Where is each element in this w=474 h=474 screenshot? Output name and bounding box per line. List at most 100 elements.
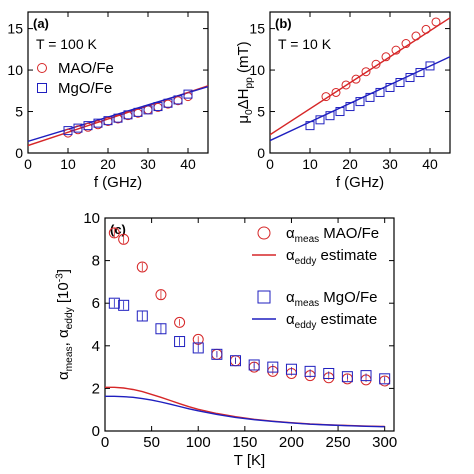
y-axis-label-part: pp xyxy=(244,77,255,89)
data-point xyxy=(174,316,186,328)
data-point xyxy=(405,73,415,83)
legend-label: αeddy estimate xyxy=(286,311,377,331)
y-tick-label: 15 xyxy=(249,21,265,37)
y-axis-label-part: ΔH xyxy=(235,88,252,109)
data-point xyxy=(345,102,355,112)
y-tick-label: 10 xyxy=(7,62,23,78)
data-point xyxy=(155,289,167,301)
y-tick-label: 10 xyxy=(83,210,100,227)
data-point xyxy=(304,365,316,377)
data-point xyxy=(371,59,381,69)
data-point xyxy=(73,123,83,133)
y-axis-label-part: μ xyxy=(235,115,252,124)
legend-subscript: eddy xyxy=(295,256,317,267)
data-point xyxy=(108,297,120,309)
x-axis-label: f (GHz) xyxy=(336,174,384,191)
data-point xyxy=(411,31,421,41)
legend: MAO/Fe MgO/Fe xyxy=(37,60,114,97)
x-tick-label: 200 xyxy=(279,434,304,451)
legend-text: estimate xyxy=(316,311,377,328)
data-point xyxy=(108,227,120,239)
data-point xyxy=(211,348,223,360)
data-point xyxy=(425,61,435,71)
data-point xyxy=(83,121,93,131)
legend-symbol: α xyxy=(286,247,295,264)
legend-subscript: eddy xyxy=(295,320,317,331)
panel-label: (b) xyxy=(275,16,292,31)
plot-frame xyxy=(104,217,395,432)
data-point xyxy=(355,97,365,107)
y-axis-label-part: eddy xyxy=(64,306,75,329)
x-tick-label: 30 xyxy=(382,156,398,172)
panel-label: (a) xyxy=(33,16,49,31)
y-axis-label-part: , α xyxy=(55,329,72,346)
panel-annotation: T = 10 K xyxy=(278,36,332,52)
legend-marker xyxy=(257,290,271,304)
y-axis-label-part: ] xyxy=(55,269,72,273)
x-tick-label: 0 xyxy=(24,156,32,172)
data-point xyxy=(431,17,441,27)
x-tick-label: 40 xyxy=(180,156,196,172)
data-point xyxy=(391,45,401,55)
legend-subscript: meas xyxy=(295,234,319,245)
legend-text: estimate xyxy=(316,247,377,264)
data-point xyxy=(103,116,113,126)
data-point xyxy=(315,115,325,125)
x-tick-label: 250 xyxy=(326,434,351,451)
x-tick-label: 50 xyxy=(143,434,160,451)
data-point xyxy=(143,105,153,115)
legend-label: αmeas MAO/Fe xyxy=(286,225,379,245)
y-axis-label-part: α xyxy=(55,371,72,380)
data-point xyxy=(155,323,167,335)
fit-line xyxy=(270,56,450,142)
data-point xyxy=(173,95,183,105)
y-tick-label: 15 xyxy=(7,21,23,37)
y-tick-label: 6 xyxy=(92,295,100,312)
plot-frame xyxy=(269,11,451,154)
panel-annotation: T = 100 K xyxy=(36,36,98,52)
data-point xyxy=(230,355,242,367)
data-point xyxy=(248,359,260,371)
x-axis-label: f (GHz) xyxy=(94,174,142,191)
y-tick-label: 10 xyxy=(249,62,265,78)
x-tick-label: 20 xyxy=(100,156,116,172)
eddy-curve xyxy=(105,395,385,428)
data-point xyxy=(360,370,372,382)
x-tick-label: 40 xyxy=(422,156,438,172)
data-point xyxy=(381,52,391,62)
x-tick-label: 150 xyxy=(232,434,257,451)
x-tick-label: 10 xyxy=(60,156,76,172)
x-tick-label: 0 xyxy=(101,434,109,451)
data-point xyxy=(118,233,130,245)
data-point xyxy=(174,336,186,348)
y-tick-label: 8 xyxy=(92,253,100,270)
data-point xyxy=(118,299,130,311)
legend-text: MAO/Fe xyxy=(319,225,379,242)
y-tick-label: 0 xyxy=(92,423,100,440)
data-layer xyxy=(28,85,208,147)
x-tick-label: 10 xyxy=(302,156,318,172)
data-point xyxy=(183,89,193,99)
data-point xyxy=(385,82,395,92)
data-point xyxy=(63,126,73,136)
data-point xyxy=(395,78,405,87)
data-point xyxy=(183,92,193,102)
data-point xyxy=(365,92,375,102)
data-point xyxy=(379,373,391,385)
data-point xyxy=(323,367,335,379)
data-point xyxy=(136,310,148,322)
data-point xyxy=(136,261,148,273)
data-point xyxy=(267,361,279,373)
data-layer xyxy=(270,17,450,142)
data-point xyxy=(153,102,163,112)
x-tick-label: 100 xyxy=(186,434,211,451)
plot-frame xyxy=(27,11,209,154)
y-axis-label-part: -3 xyxy=(54,273,65,282)
data-point xyxy=(123,110,133,120)
data-point xyxy=(341,371,353,383)
legend-label: MgO/Fe xyxy=(58,80,112,97)
data-point xyxy=(415,68,425,78)
